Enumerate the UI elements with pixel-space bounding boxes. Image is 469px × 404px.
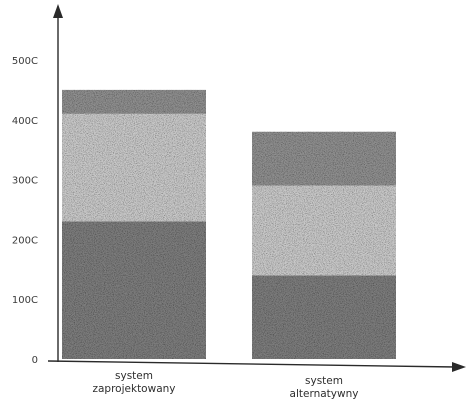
bar-segment-1-2 bbox=[62, 113, 206, 222]
y-tick-label: 400C bbox=[12, 116, 38, 127]
bar-segment-1-3 bbox=[62, 89, 206, 114]
bar-segment-2-1 bbox=[252, 275, 396, 359]
bar-segment-2-3 bbox=[252, 131, 396, 186]
y-axis-ticks: 0 100C 200C 300C 400C 500C bbox=[12, 56, 38, 366]
x-axis-labels: system zaprojektowany system alternatywny bbox=[92, 370, 358, 400]
y-tick-label: 200C bbox=[12, 235, 38, 246]
y-tick-label: 300C bbox=[12, 176, 38, 187]
x-axis-arrowhead bbox=[452, 362, 466, 372]
x-axis-line bbox=[47, 360, 457, 368]
bar-segment-1-1 bbox=[62, 221, 206, 359]
y-tick-label: 100C bbox=[12, 295, 38, 306]
y-axis-arrowhead bbox=[53, 4, 63, 18]
x-category-label: system alternatywny bbox=[290, 375, 359, 400]
x-category-label: system zaprojektowany bbox=[92, 370, 175, 395]
bar-segment-2-2 bbox=[252, 185, 396, 276]
y-tick-label: 0 bbox=[32, 355, 38, 366]
bars-layer bbox=[62, 89, 396, 359]
y-tick-label: 500C bbox=[12, 56, 38, 67]
